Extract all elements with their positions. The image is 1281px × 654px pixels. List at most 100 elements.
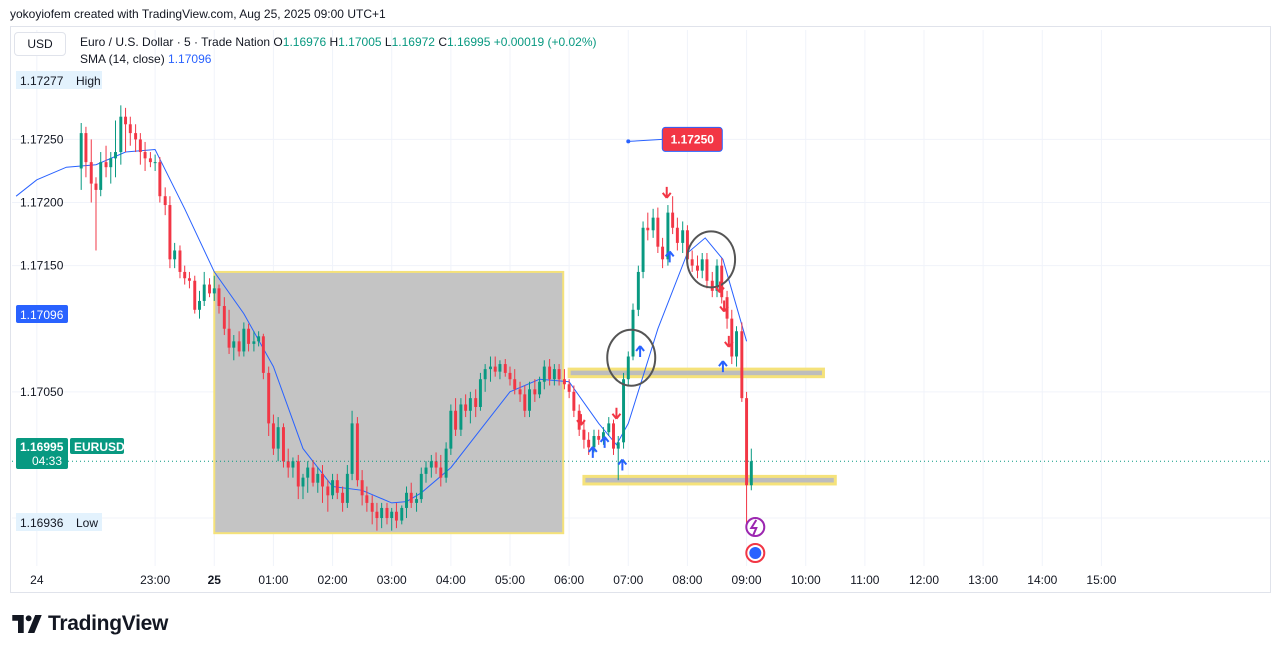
candle-body[interactable] [286, 461, 290, 468]
candle-body[interactable] [429, 461, 433, 468]
candle-body[interactable] [474, 398, 478, 407]
candle-body[interactable] [291, 461, 295, 468]
currency-button[interactable]: USD [14, 32, 66, 56]
candle-body[interactable] [153, 162, 157, 164]
candle-body[interactable] [493, 366, 497, 372]
candle-body[interactable] [94, 183, 98, 190]
candle-body[interactable] [143, 152, 147, 159]
candle-body[interactable] [390, 511, 394, 519]
candle-body[interactable] [710, 280, 714, 291]
candle-body[interactable] [232, 341, 236, 348]
candle-body[interactable] [468, 398, 472, 411]
candle-body[interactable] [548, 366, 552, 380]
candle-body[interactable] [394, 511, 398, 521]
candle-body[interactable] [459, 404, 463, 430]
candle-body[interactable] [424, 467, 428, 474]
candle-body[interactable] [464, 404, 468, 411]
candle-body[interactable] [405, 492, 408, 508]
candle-body[interactable] [690, 259, 694, 266]
candle-body[interactable] [341, 492, 345, 503]
level-zone[interactable] [567, 367, 825, 379]
candle-body[interactable] [173, 250, 177, 260]
candle-body[interactable] [148, 158, 152, 163]
candle-body[interactable] [735, 331, 738, 357]
candle-body[interactable] [114, 152, 117, 159]
candle-body[interactable] [178, 250, 182, 272]
candle-body[interactable] [518, 389, 522, 395]
candle-body[interactable] [316, 473, 320, 483]
candle-body[interactable] [350, 423, 354, 474]
candle-body[interactable] [104, 162, 108, 168]
candle-body[interactable] [483, 369, 487, 380]
candle-body[interactable] [601, 432, 605, 440]
candle-body[interactable] [749, 461, 753, 486]
candle-body[interactable] [252, 341, 256, 344]
candle-body[interactable] [355, 423, 359, 481]
candle-body[interactable] [498, 364, 502, 372]
candle-body[interactable] [730, 318, 734, 357]
candle-body[interactable] [439, 467, 443, 478]
candle-body[interactable] [597, 436, 601, 440]
candle-body[interactable] [503, 364, 507, 373]
range-box[interactable] [213, 270, 565, 535]
candle-body[interactable] [163, 196, 167, 206]
candle-body[interactable] [242, 328, 246, 352]
candle-body[interactable] [715, 265, 719, 291]
candle-body[interactable] [296, 461, 300, 487]
candle-body[interactable] [434, 461, 438, 468]
candle-body[interactable] [666, 212, 670, 260]
candle-body[interactable] [158, 162, 162, 197]
annotation-circle[interactable] [606, 328, 657, 387]
tradingview-logo[interactable]: TradingView [12, 612, 168, 636]
level-zone[interactable] [582, 474, 837, 486]
candle-body[interactable] [257, 336, 261, 342]
candle-body[interactable] [385, 507, 389, 519]
candle-body[interactable] [409, 492, 413, 503]
candle-body[interactable] [217, 288, 221, 307]
target-label-box[interactable] [661, 126, 723, 152]
symbol-title[interactable]: Euro / U.S. Dollar · 5 · Trade Nation [80, 35, 271, 49]
candle-body[interactable] [400, 507, 404, 521]
candle-body[interactable] [616, 442, 620, 449]
candle-body[interactable] [587, 439, 591, 448]
candle-body[interactable] [134, 133, 138, 140]
candle-body[interactable] [489, 366, 492, 370]
candle-body[interactable] [198, 300, 201, 310]
candle-body[interactable] [187, 278, 191, 281]
candle-body[interactable] [646, 227, 650, 231]
candle-body[interactable] [99, 162, 103, 190]
candle-body[interactable] [360, 480, 364, 496]
candle-body[interactable] [335, 480, 339, 493]
candle-body[interactable] [685, 230, 689, 260]
candle-body[interactable] [720, 265, 724, 298]
candle-body[interactable] [592, 436, 596, 448]
candle-body[interactable] [533, 389, 537, 395]
candle-body[interactable] [612, 423, 615, 449]
candle-body[interactable] [281, 427, 285, 462]
candle-body[interactable] [577, 410, 581, 430]
candle-body[interactable] [740, 331, 744, 399]
candle-body[interactable] [542, 366, 546, 382]
candle-body[interactable] [454, 410, 458, 430]
annotation-circle[interactable] [686, 230, 737, 289]
candle-body[interactable] [636, 271, 640, 310]
candle-body[interactable] [370, 502, 374, 512]
candle-body[interactable] [656, 217, 660, 247]
candle-body[interactable] [267, 372, 271, 424]
candle-body[interactable] [247, 328, 251, 344]
candle-body[interactable] [261, 336, 265, 373]
candle-body[interactable] [444, 448, 448, 478]
candle-body[interactable] [626, 356, 630, 380]
candle-body[interactable] [89, 162, 93, 184]
candle-body[interactable] [183, 271, 187, 279]
candle-body[interactable] [538, 381, 542, 395]
candle-body[interactable] [675, 227, 679, 243]
candle-body[interactable] [276, 427, 280, 449]
candle-body[interactable] [321, 473, 324, 487]
candle-body[interactable] [681, 230, 685, 243]
candle-body[interactable] [567, 384, 571, 392]
candle-body[interactable] [84, 133, 88, 163]
candle-body[interactable] [552, 369, 556, 380]
candle-body[interactable] [79, 133, 83, 169]
